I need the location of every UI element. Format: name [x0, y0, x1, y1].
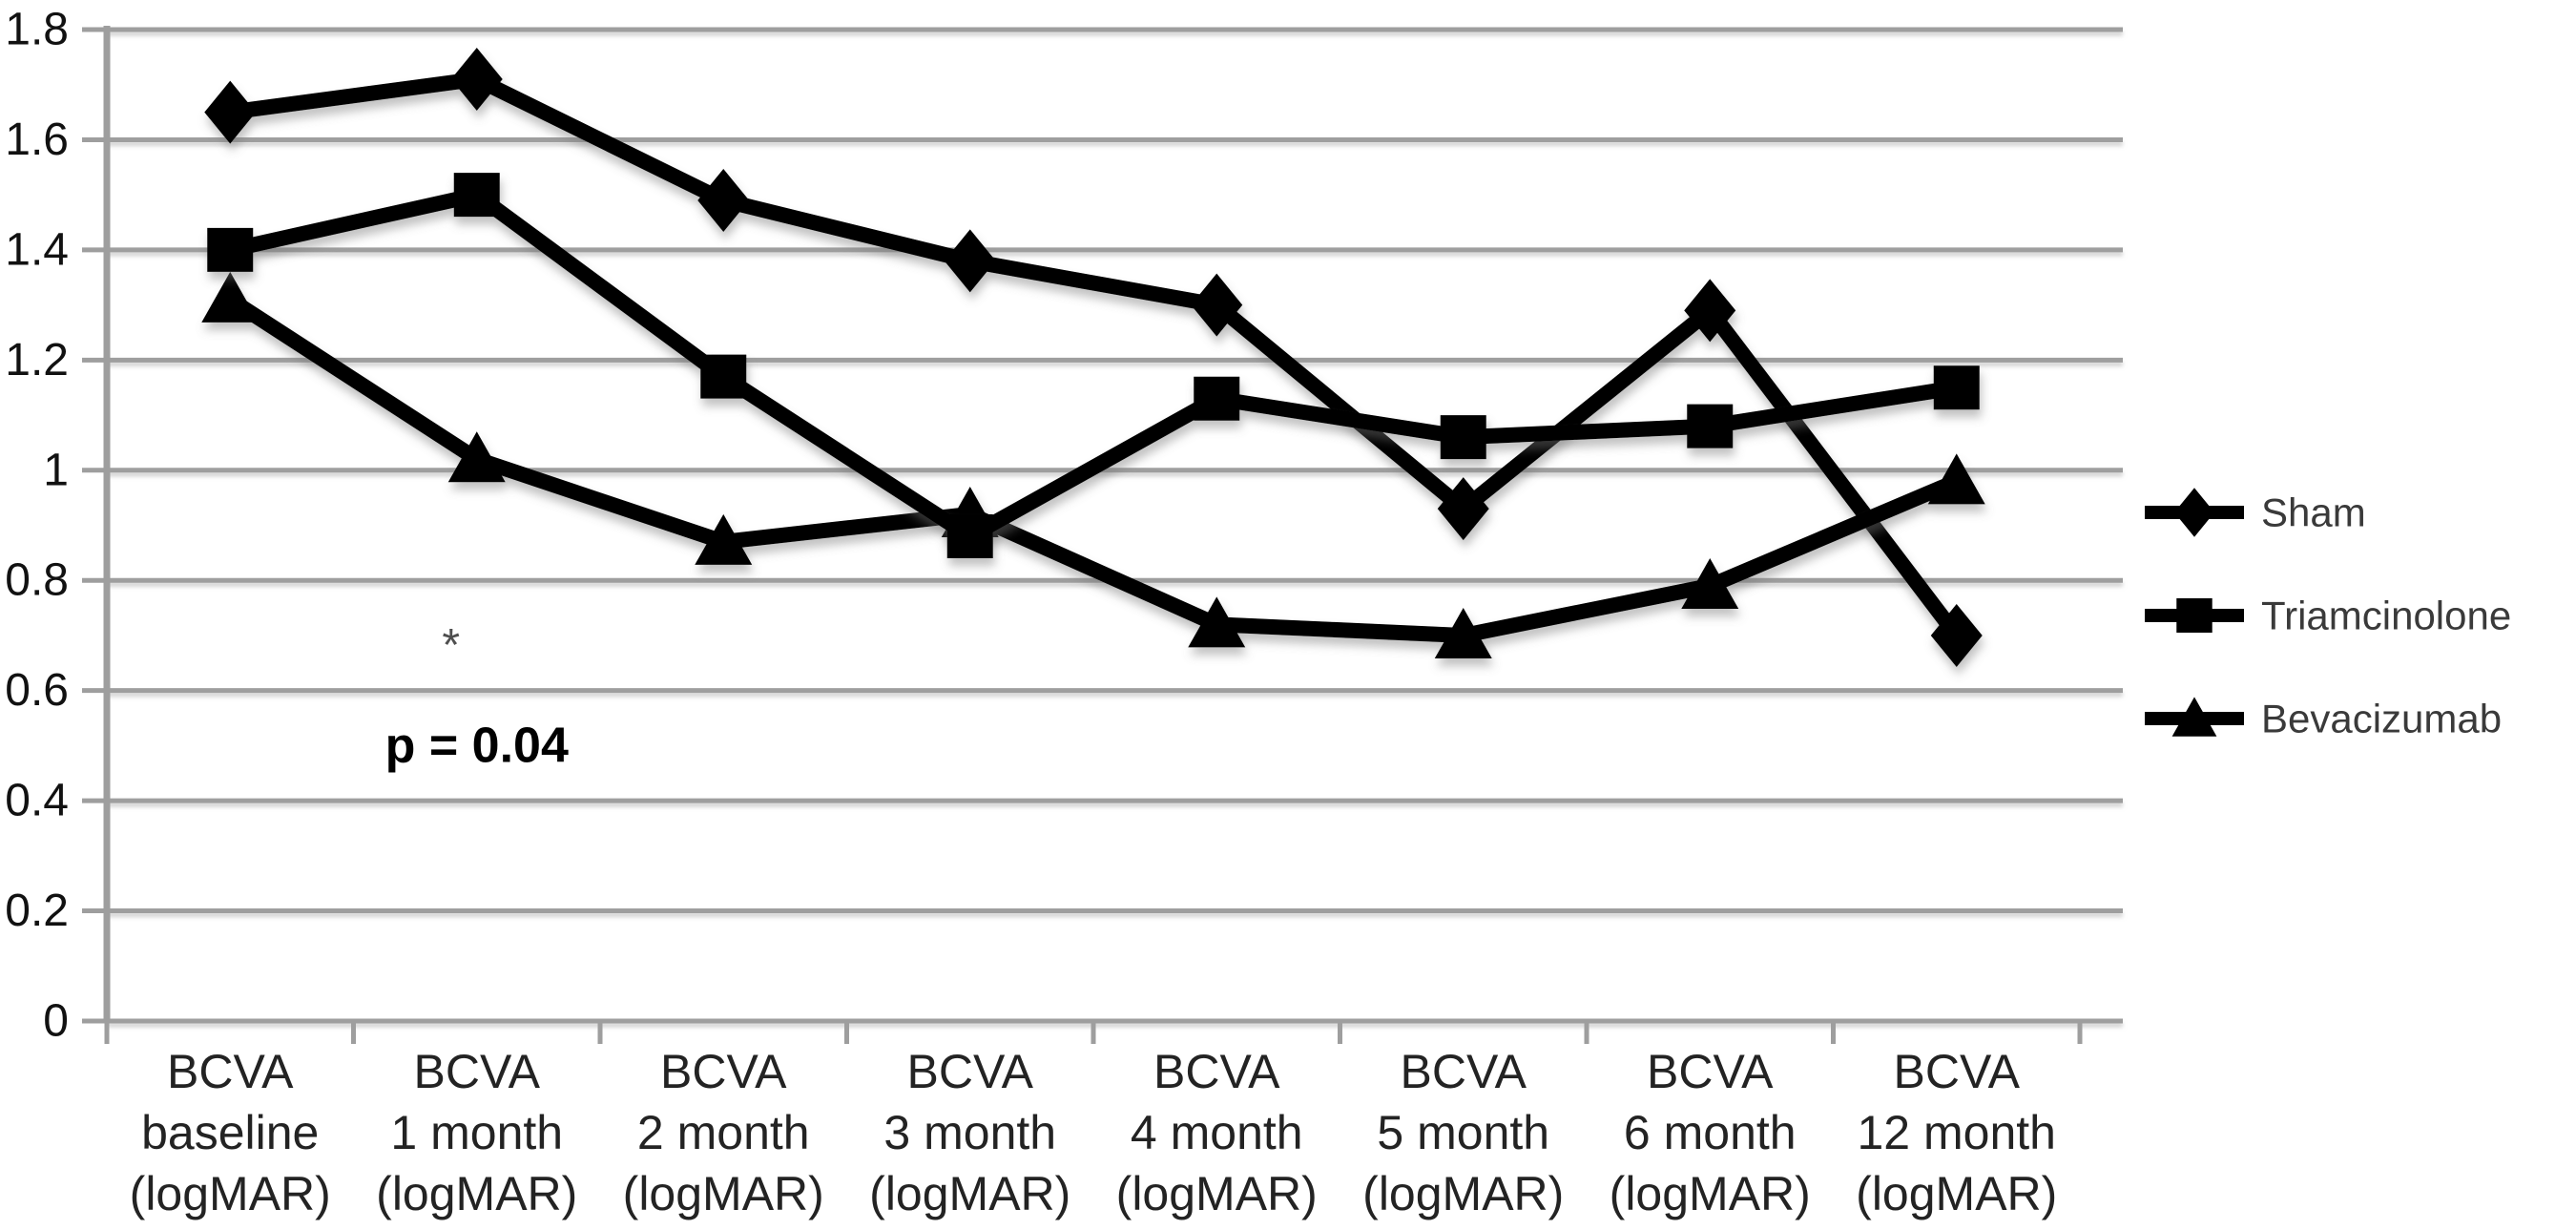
y-axis-tick-label: 1.8 — [5, 5, 69, 55]
series-line-triamcinolone — [228, 186, 1958, 546]
legend-diamond-marker — [2173, 488, 2215, 537]
diamond-marker-sham-3 — [944, 229, 996, 293]
x-label-line: 2 month — [637, 1106, 810, 1159]
legend: Sham Triamcinolone Bevacizumab — [2145, 488, 2511, 741]
x-axis-category-label: BCVA 3 month (logMAR) — [869, 1045, 1070, 1220]
square-marker-triamcinolone-7 — [1933, 365, 1980, 410]
x-label-line: 1 month — [390, 1106, 563, 1159]
diamond-marker-sham-5 — [1437, 477, 1489, 541]
significance-asterisk: * — [442, 620, 460, 671]
x-label-line: BCVA — [660, 1045, 787, 1098]
square-marker-triamcinolone-3 — [946, 514, 993, 559]
square-marker-triamcinolone-2 — [700, 354, 747, 399]
diamond-marker-sham-4 — [1191, 273, 1243, 337]
triangle-marker-bevacizumab-2 — [695, 513, 753, 565]
x-label-line: baseline — [141, 1106, 319, 1159]
x-axis-category-label: BCVA 12 month (logMAR) — [1856, 1045, 2057, 1220]
x-label-line: BCVA — [1153, 1045, 1280, 1098]
legend-item-sham: Sham — [2145, 488, 2366, 537]
x-label-line: 3 month — [883, 1106, 1056, 1159]
triangle-marker-bevacizumab-7 — [1927, 453, 1985, 505]
x-label-line: (logMAR) — [1610, 1167, 1811, 1220]
x-label-line: BCVA — [414, 1045, 541, 1098]
square-marker-triamcinolone-1 — [453, 173, 500, 218]
x-label-line: (logMAR) — [869, 1167, 1070, 1220]
legend-label-triamcinolone: Triamcinolone — [2261, 594, 2511, 638]
legend-item-bevacizumab: Bevacizumab — [2145, 697, 2502, 741]
square-marker-triamcinolone-5 — [1440, 415, 1486, 460]
triangle-marker-bevacizumab-6 — [1681, 557, 1739, 609]
legend-square-marker — [2176, 598, 2212, 633]
legend-label-bevacizumab: Bevacizumab — [2261, 697, 2502, 741]
x-label-line: 5 month — [1377, 1106, 1549, 1159]
diamond-marker-sham-0 — [204, 80, 257, 144]
x-label-line: 12 month — [1858, 1106, 2056, 1159]
diamond-marker-sham-2 — [697, 168, 750, 232]
p-value-annotation: p = 0.04 — [385, 719, 569, 774]
square-marker-triamcinolone-4 — [1194, 376, 1240, 421]
x-label-line: BCVA — [907, 1045, 1034, 1098]
x-axis-category-label: BCVA 4 month (logMAR) — [1116, 1045, 1318, 1220]
y-axis-tick-label: 0.8 — [5, 555, 69, 606]
legend-label-sham: Sham — [2261, 490, 2366, 535]
y-axis-tick-label: 1.2 — [5, 335, 69, 386]
x-label-line: 4 month — [1131, 1106, 1303, 1159]
y-axis-tick-label: 0.2 — [5, 886, 69, 936]
square-marker-triamcinolone-6 — [1687, 404, 1734, 448]
y-axis-tick-label: 0.6 — [5, 665, 69, 716]
legend-item-triamcinolone: Triamcinolone — [2145, 594, 2511, 638]
series-line-sham — [229, 71, 1963, 640]
series-triamcinolone — [207, 173, 1980, 559]
series-sham — [204, 47, 1983, 667]
square-marker-triamcinolone-0 — [207, 227, 254, 272]
x-axis-category-label: BCVA 5 month (logMAR) — [1362, 1045, 1564, 1220]
series-line-bevacizumab — [225, 293, 1960, 643]
x-label-line: (logMAR) — [376, 1167, 577, 1220]
x-axis-category-label: BCVA baseline (logMAR) — [130, 1045, 331, 1220]
triangle-marker-bevacizumab-4 — [1188, 596, 1246, 648]
triangle-marker-bevacizumab-5 — [1434, 607, 1492, 658]
x-label-line: (logMAR) — [1856, 1167, 2057, 1220]
x-axis-category-label: BCVA 1 month (logMAR) — [376, 1045, 577, 1220]
y-axis-tick-label: 1.6 — [5, 115, 69, 165]
gridlines-group — [107, 27, 2123, 1024]
triangle-marker-bevacizumab-1 — [447, 431, 506, 483]
x-label-line: (logMAR) — [623, 1167, 824, 1220]
legend-triangle-marker — [2171, 697, 2217, 737]
diamond-marker-sham-1 — [450, 47, 503, 111]
diamond-marker-sham-7 — [1930, 603, 1983, 667]
x-axis-category-label: BCVA 2 month (logMAR) — [623, 1045, 824, 1220]
x-label-line: 6 month — [1624, 1106, 1797, 1159]
triangle-marker-bevacizumab-0 — [201, 271, 260, 323]
diamond-marker-sham-6 — [1684, 279, 1736, 343]
x-label-line: (logMAR) — [130, 1167, 331, 1220]
x-axis-category-label: BCVA 6 month (logMAR) — [1610, 1045, 1811, 1220]
x-label-line: BCVA — [1894, 1045, 2021, 1098]
x-label-line: (logMAR) — [1116, 1167, 1318, 1220]
x-label-line: BCVA — [167, 1045, 294, 1098]
y-axis-tick-label: 0.4 — [5, 776, 69, 826]
x-label-line: BCVA — [1647, 1045, 1774, 1098]
x-label-line: (logMAR) — [1362, 1167, 1564, 1220]
x-label-line: BCVA — [1401, 1045, 1527, 1098]
y-axis-tick-label: 1.4 — [5, 224, 69, 275]
y-axis-tick-label: 0 — [43, 996, 69, 1047]
y-axis-tick-label: 1 — [43, 445, 69, 495]
